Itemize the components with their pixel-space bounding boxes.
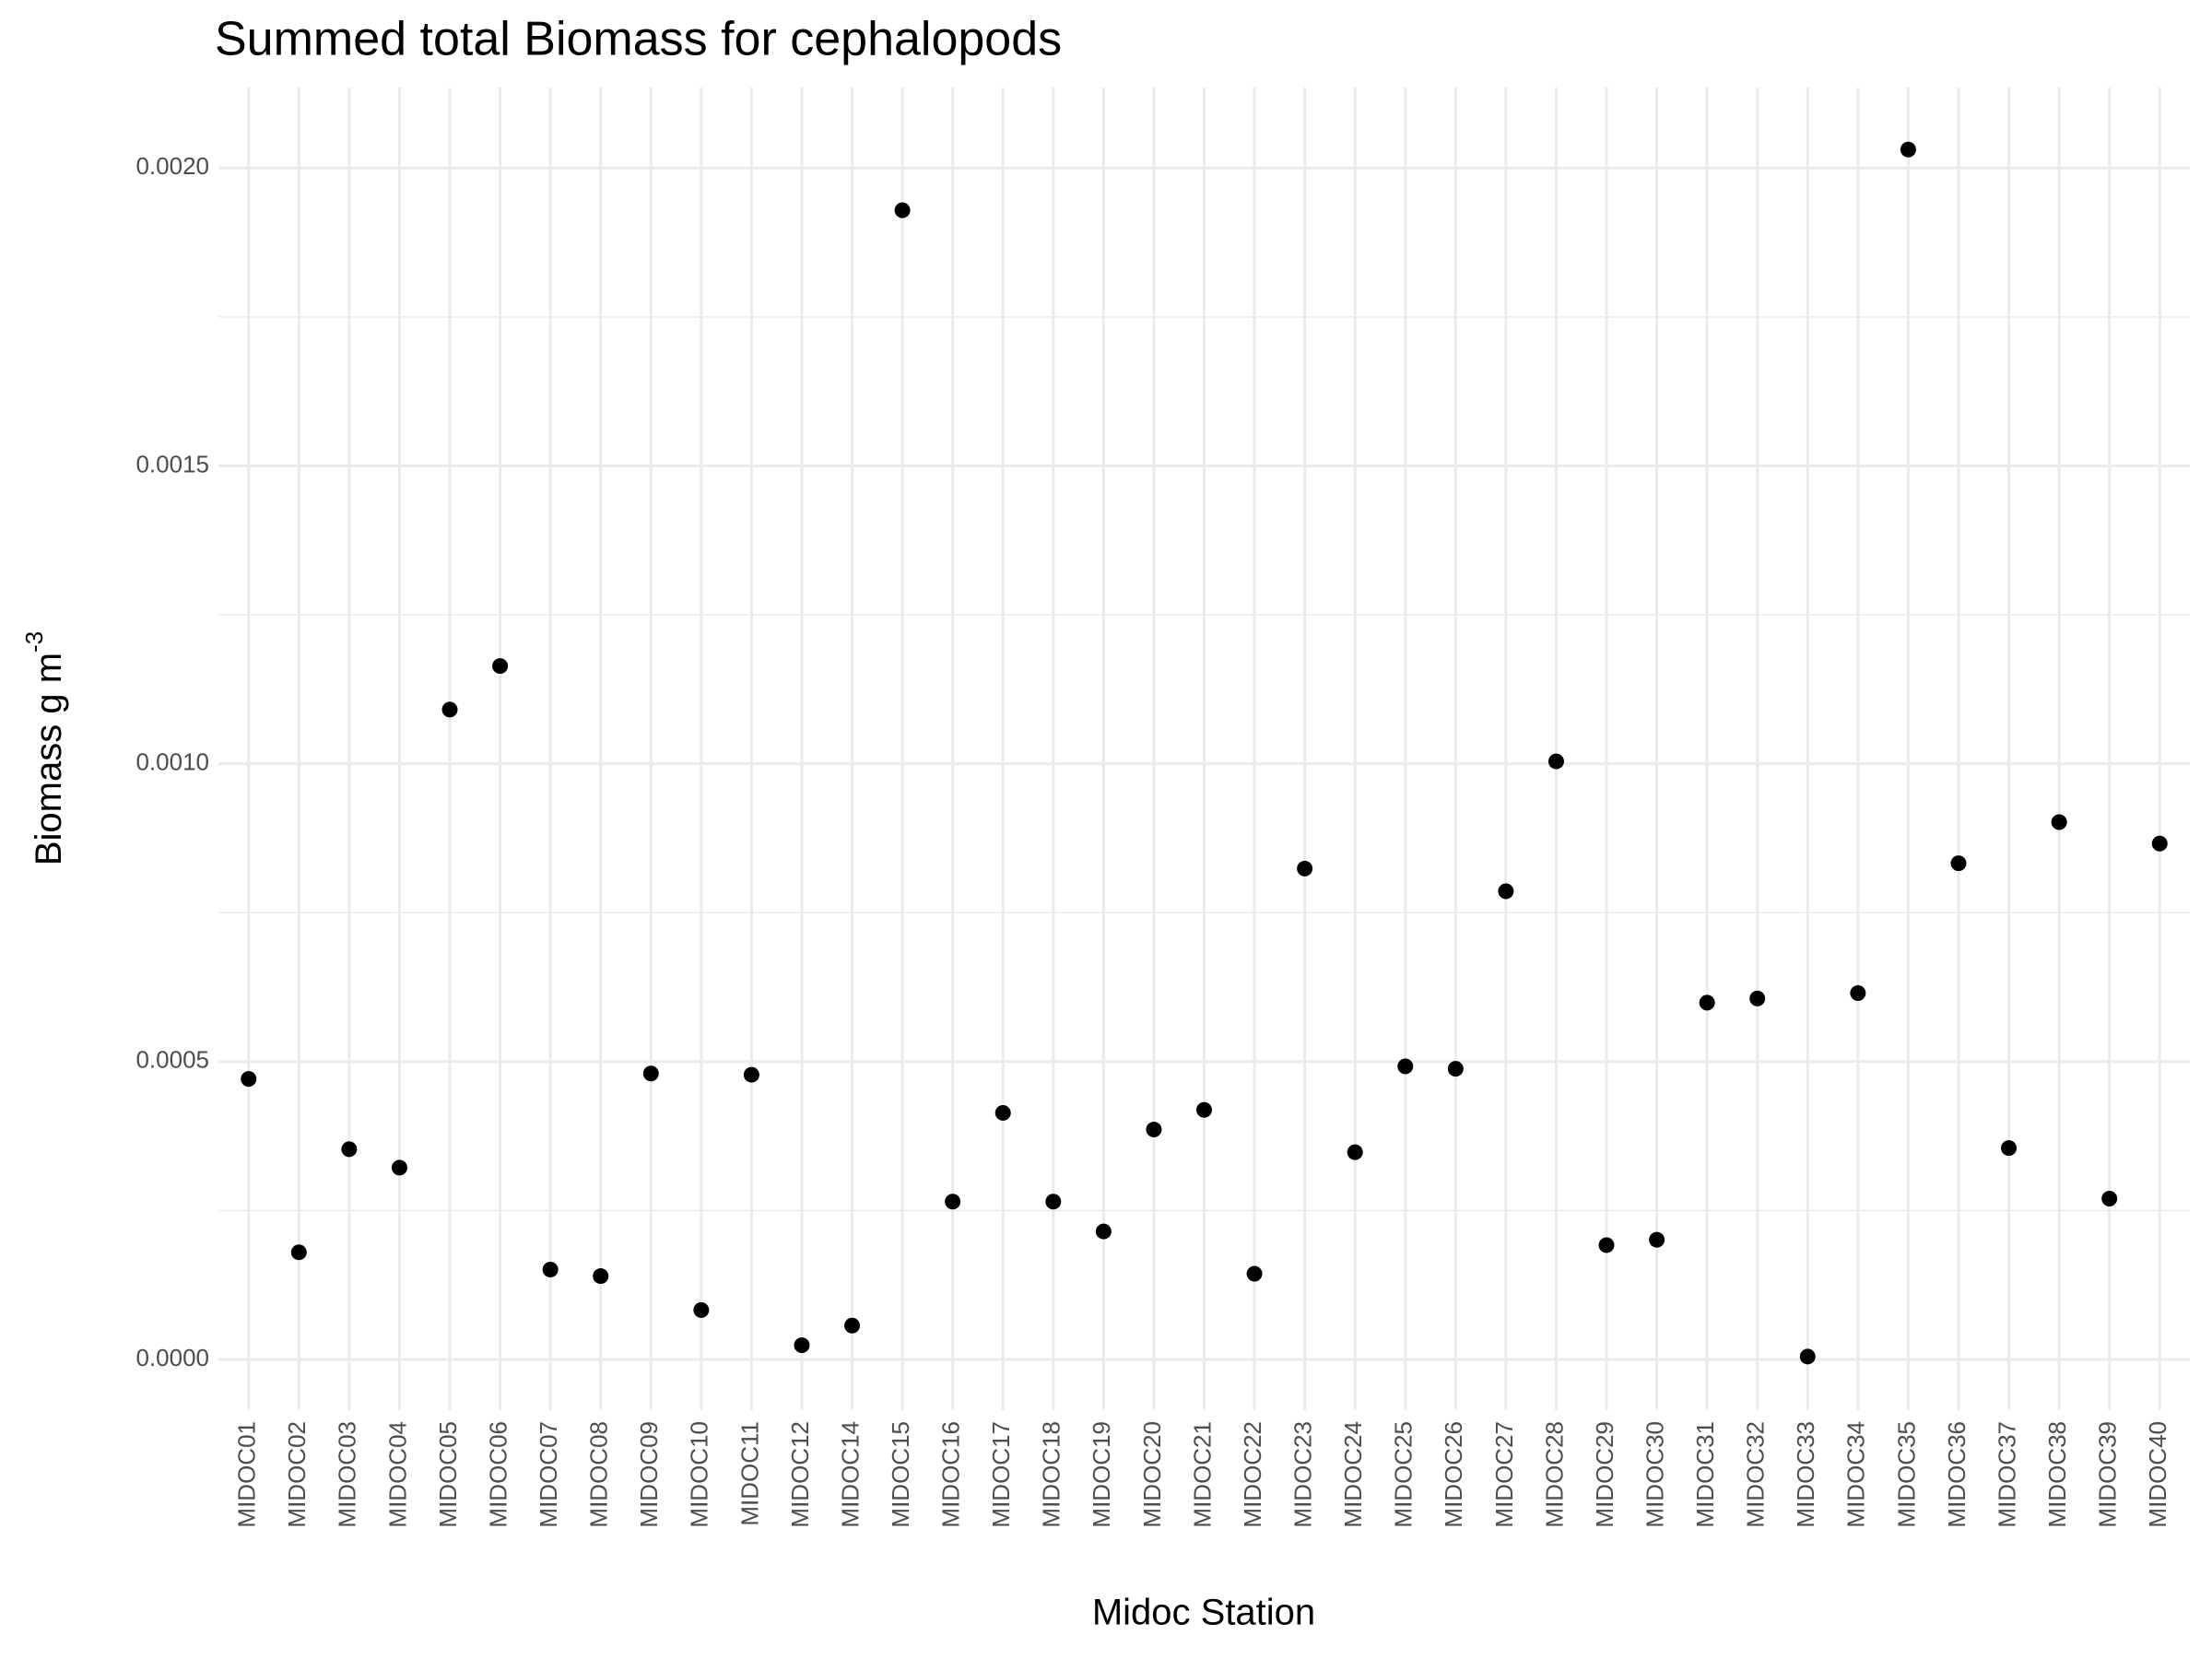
x-tick-label: MIDOC14 bbox=[836, 1421, 864, 1528]
x-tick-label: MIDOC28 bbox=[1540, 1421, 1568, 1528]
point bbox=[593, 1268, 609, 1285]
point bbox=[341, 1141, 358, 1158]
x-tick-label: MIDOC18 bbox=[1038, 1421, 1065, 1528]
y-tick-label: 0.0015 bbox=[135, 450, 209, 477]
point bbox=[1649, 1231, 1665, 1248]
x-axis-title: Midoc Station bbox=[1092, 1593, 1315, 1633]
point bbox=[492, 658, 509, 675]
y-tick-label: 0.0000 bbox=[135, 1344, 209, 1371]
x-tick-label: MIDOC23 bbox=[1289, 1421, 1317, 1528]
point bbox=[290, 1244, 307, 1261]
x-tick-label: MIDOC25 bbox=[1390, 1421, 1418, 1528]
point bbox=[241, 1071, 257, 1088]
point bbox=[894, 202, 911, 218]
point bbox=[642, 1065, 659, 1082]
grid bbox=[218, 88, 2190, 1410]
x-tick-label: MIDOC26 bbox=[1440, 1421, 1467, 1528]
point bbox=[1447, 1061, 1464, 1077]
point bbox=[2101, 1191, 2118, 1207]
point bbox=[1196, 1101, 1212, 1118]
point bbox=[1749, 990, 1766, 1006]
point bbox=[1498, 883, 1514, 900]
x-tick-label: MIDOC37 bbox=[1993, 1421, 2020, 1528]
point bbox=[693, 1301, 710, 1318]
x-tick-label: MIDOC27 bbox=[1490, 1421, 1518, 1528]
point bbox=[844, 1317, 861, 1334]
x-tick-label: MIDOC20 bbox=[1138, 1421, 1166, 1528]
point bbox=[1950, 855, 1967, 872]
x-tick-label: MIDOC04 bbox=[383, 1421, 411, 1528]
y-axis-title-superscript: -3 bbox=[20, 631, 48, 653]
point bbox=[391, 1159, 407, 1176]
x-tick-label: MIDOC09 bbox=[635, 1421, 663, 1528]
point bbox=[1547, 753, 1564, 770]
x-tick-label: MIDOC03 bbox=[334, 1421, 361, 1528]
x-tick-label: MIDOC01 bbox=[233, 1421, 261, 1528]
x-tick-label: MIDOC07 bbox=[535, 1421, 562, 1528]
point bbox=[1146, 1122, 1162, 1138]
point bbox=[2051, 814, 2067, 830]
x-tick-label: MIDOC06 bbox=[484, 1421, 512, 1528]
x-tick-label: MIDOC10 bbox=[686, 1421, 713, 1528]
x-tick-label: MIDOC30 bbox=[1641, 1421, 1668, 1528]
point bbox=[1045, 1194, 1062, 1210]
x-tick-label: MIDOC12 bbox=[786, 1421, 814, 1528]
y-tick-label: 0.0005 bbox=[135, 1046, 209, 1074]
point bbox=[441, 701, 458, 718]
y-axis-title-text: Biomass g m bbox=[29, 653, 69, 865]
x-tick-label: MIDOC22 bbox=[1239, 1421, 1266, 1528]
chart-title: Summed total Biomass for cephalopods bbox=[215, 13, 1062, 66]
x-tick-label: MIDOC15 bbox=[887, 1421, 914, 1528]
point bbox=[1095, 1223, 1112, 1240]
x-tick-label: MIDOC08 bbox=[585, 1421, 613, 1528]
x-tick-label: MIDOC33 bbox=[1792, 1421, 1819, 1528]
x-tick-label: MIDOC40 bbox=[2144, 1421, 2171, 1528]
x-tick-label: MIDOC05 bbox=[434, 1421, 462, 1528]
x-tick-label: MIDOC19 bbox=[1088, 1421, 1115, 1528]
point bbox=[2151, 835, 2168, 852]
point bbox=[994, 1104, 1011, 1121]
x-tick-label: MIDOC24 bbox=[1339, 1421, 1367, 1528]
point bbox=[1900, 141, 1916, 158]
y-tick-label: 0.0020 bbox=[135, 152, 209, 180]
x-tick-label: MIDOC21 bbox=[1188, 1421, 1216, 1528]
x-tick-label: MIDOC16 bbox=[937, 1421, 965, 1528]
point bbox=[1397, 1058, 1414, 1075]
x-tick-label: MIDOC11 bbox=[735, 1421, 763, 1526]
point bbox=[1246, 1265, 1263, 1282]
point bbox=[2001, 1140, 2018, 1157]
x-tick-label: MIDOC02 bbox=[283, 1421, 311, 1528]
point bbox=[542, 1261, 559, 1277]
x-tick-label: MIDOC31 bbox=[1691, 1421, 1719, 1528]
x-tick-label: MIDOC38 bbox=[2043, 1421, 2071, 1528]
y-axis-title: Biomass g m-3 bbox=[20, 631, 69, 865]
x-tick-label: MIDOC36 bbox=[1943, 1421, 1971, 1528]
x-tick-label: MIDOC17 bbox=[987, 1421, 1015, 1528]
x-tick-label: MIDOC39 bbox=[2094, 1421, 2122, 1528]
point bbox=[794, 1337, 810, 1354]
x-tick-label: MIDOC35 bbox=[1892, 1421, 1920, 1528]
x-tick-label: MIDOC29 bbox=[1591, 1421, 1618, 1528]
point bbox=[1297, 860, 1313, 877]
point bbox=[1598, 1237, 1615, 1253]
point bbox=[743, 1066, 759, 1083]
x-tick-label: MIDOC32 bbox=[1742, 1421, 1770, 1528]
point bbox=[1799, 1348, 1816, 1365]
y-tick-label: 0.0010 bbox=[135, 748, 209, 776]
point bbox=[1850, 985, 1866, 1002]
x-tick-label: MIDOC34 bbox=[1842, 1421, 1870, 1528]
point bbox=[1699, 994, 1715, 1011]
point bbox=[1347, 1144, 1363, 1160]
point bbox=[945, 1194, 961, 1210]
